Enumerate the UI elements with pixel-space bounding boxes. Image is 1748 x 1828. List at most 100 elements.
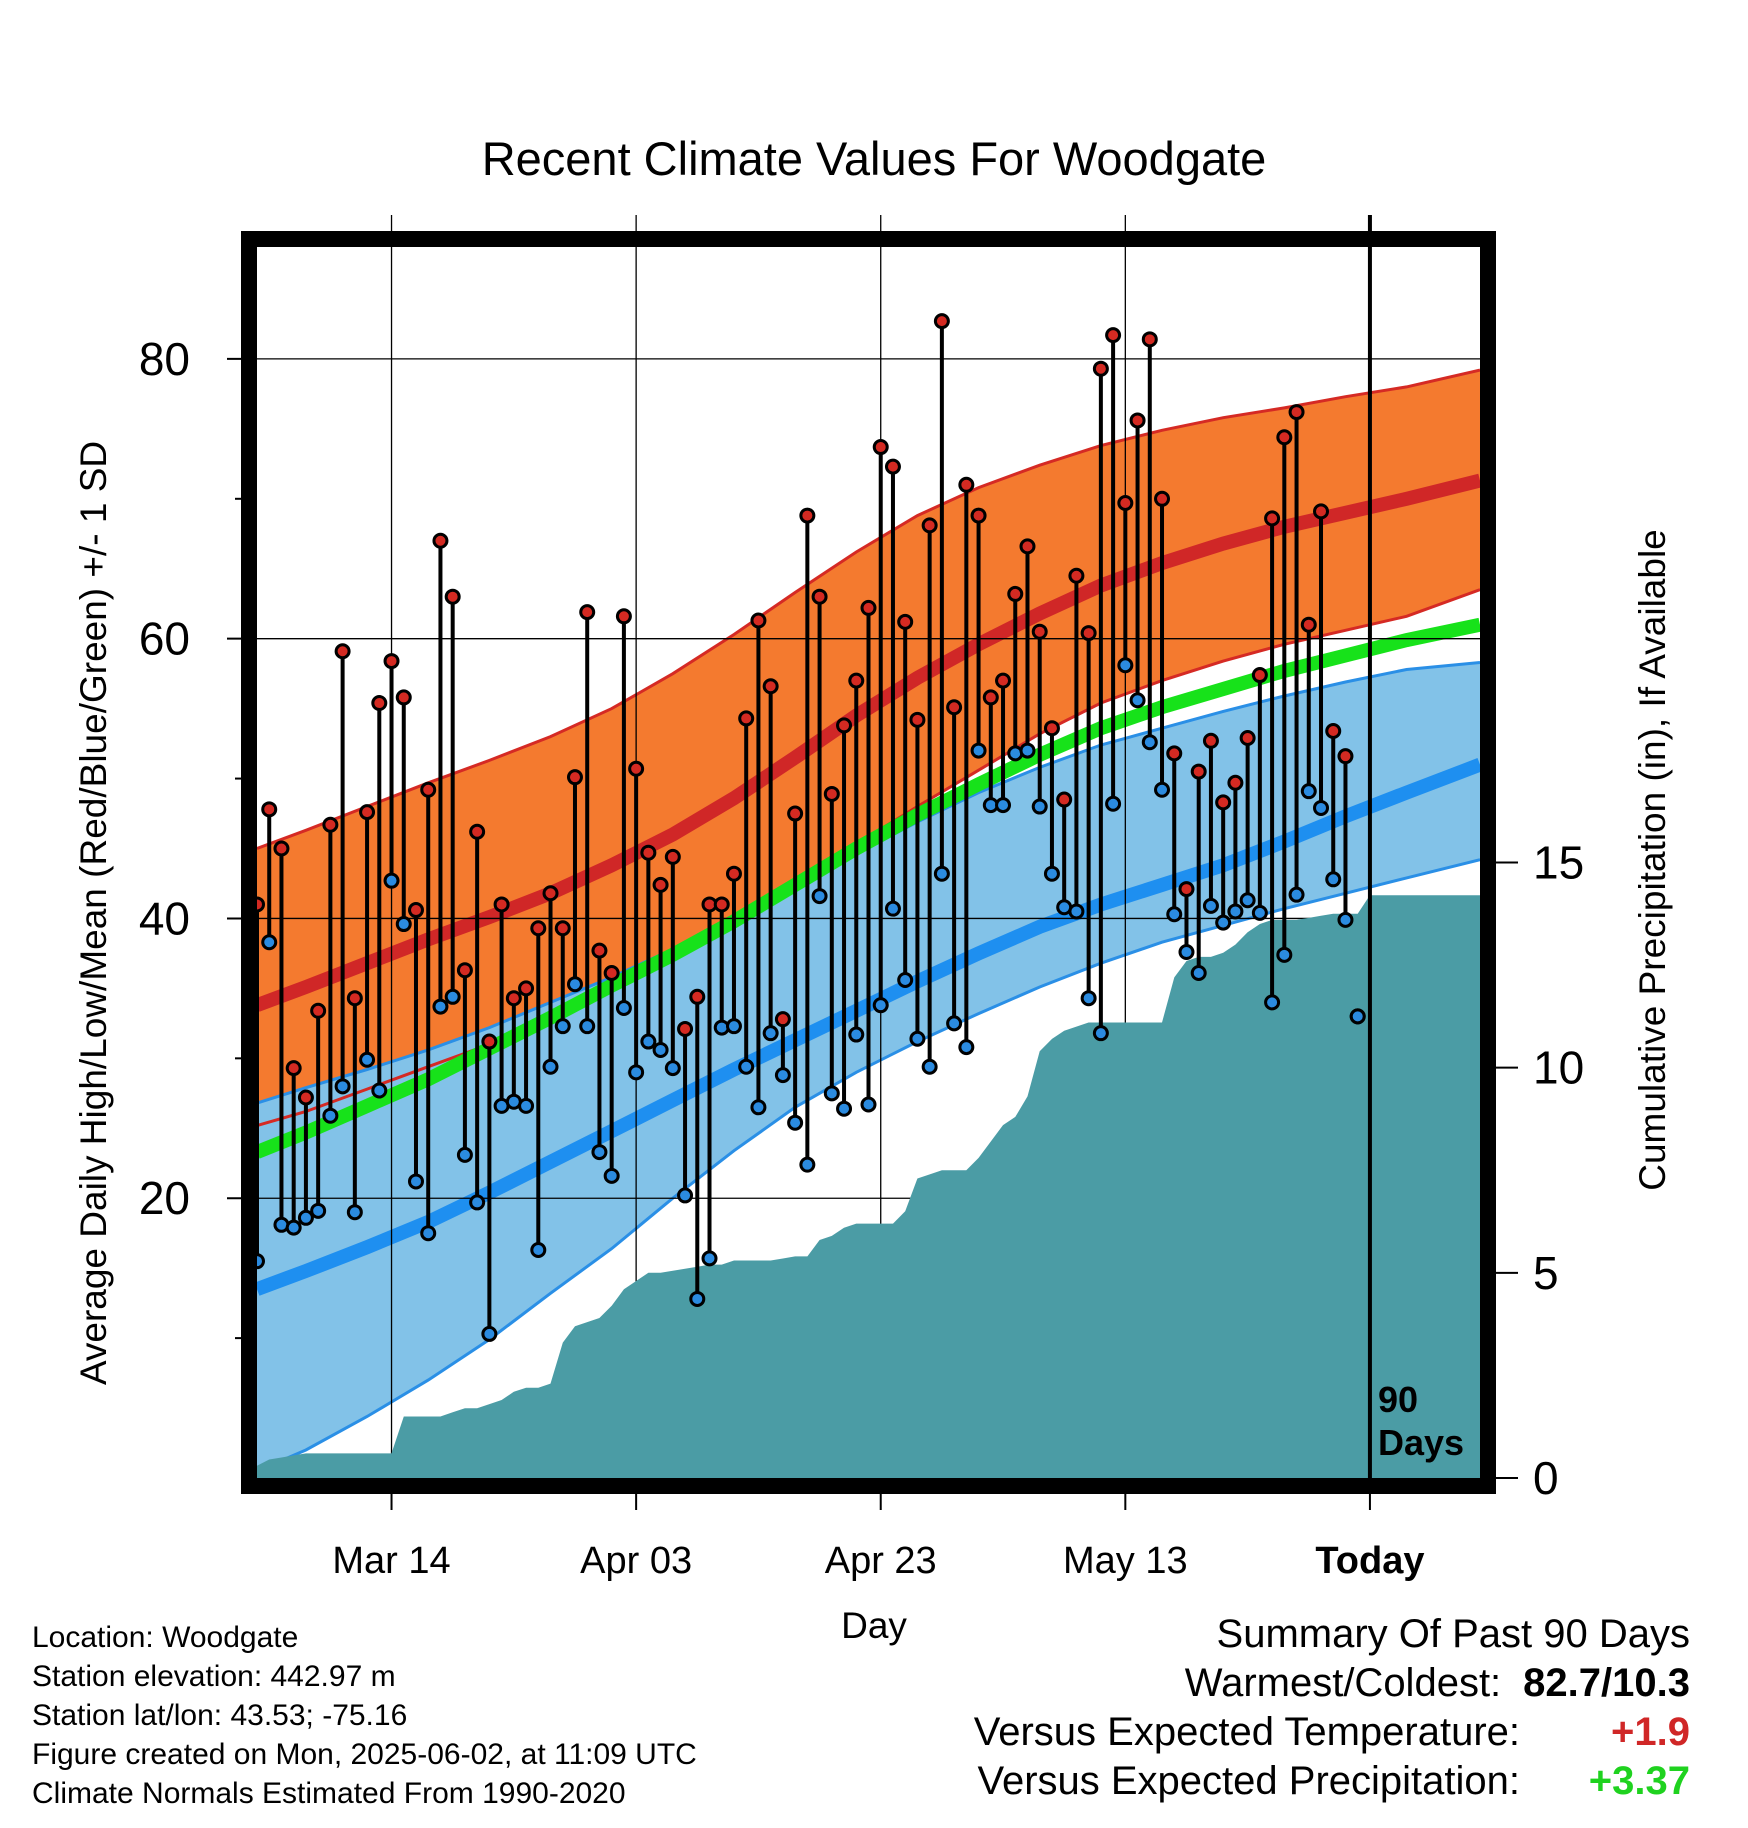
daily-low-point	[615, 999, 632, 1016]
daily-high-point	[628, 760, 645, 777]
daily-high-point	[297, 1089, 314, 1106]
axes: 20 40 60 80 0 5 10 15 Mar 14 Apr 03 Apr 23 May 13 To…	[139, 333, 1584, 1582]
daily-high-point	[884, 458, 901, 475]
daily-low-point	[1043, 865, 1060, 882]
daily-high-point	[603, 965, 620, 982]
daily-high-point	[420, 781, 437, 798]
daily-high-point	[725, 865, 742, 882]
daily-high-point	[982, 689, 999, 706]
latlon-text: Station lat/lon: 43.53; -75.16	[32, 1699, 408, 1732]
daily-high-point	[444, 588, 461, 605]
daily-low-point	[518, 1097, 535, 1114]
daily-low-point	[1227, 903, 1244, 920]
y-right-tick-label: 10	[1533, 1042, 1584, 1094]
daily-low-point	[946, 1015, 963, 1032]
daily-high-point	[1056, 791, 1073, 808]
daily-low-point	[725, 1018, 742, 1035]
daily-low-point	[799, 1156, 816, 1173]
daily-high-point	[1337, 748, 1354, 765]
daily-high-point	[970, 507, 987, 524]
y-right-tick-label: 5	[1533, 1247, 1559, 1299]
daily-high-point	[359, 804, 376, 821]
daily-low-point	[823, 1085, 840, 1102]
daily-high-point	[774, 1011, 791, 1028]
daily-low-point	[395, 916, 412, 933]
daily-low-point	[1141, 734, 1158, 751]
daily-low-point	[1080, 990, 1097, 1007]
daily-low-point	[640, 1033, 657, 1050]
daily-high-point	[677, 1020, 694, 1037]
daily-high-point	[750, 612, 767, 629]
daily-low-point	[1288, 886, 1305, 903]
daily-low-point	[469, 1194, 486, 1211]
daily-low-point	[310, 1202, 327, 1219]
daily-low-point	[664, 1060, 681, 1077]
daily-high-point	[1129, 412, 1146, 429]
daily-high-point	[591, 942, 608, 959]
daily-low-point	[1117, 657, 1134, 674]
daily-low-point	[346, 1204, 363, 1221]
daily-high-point	[946, 699, 963, 716]
daily-high-point	[1141, 331, 1158, 348]
daily-high-point	[811, 588, 828, 605]
daily-low-point	[1129, 692, 1146, 709]
daily-high-point	[897, 613, 914, 630]
daily-high-point	[346, 990, 363, 1007]
daily-low-point	[1019, 742, 1036, 759]
daily-high-point	[1288, 404, 1305, 421]
observed-temperatures	[249, 313, 1366, 1342]
today-label-line2: Days	[1378, 1422, 1464, 1463]
daily-low-point	[554, 1018, 571, 1035]
daily-high-point	[958, 476, 975, 493]
precip-departure-label: Versus Expected Precipitation:	[977, 1759, 1520, 1803]
daily-high-point	[909, 711, 926, 728]
daily-high-point	[872, 439, 889, 456]
daily-high-point	[799, 507, 816, 524]
daily-high-point	[395, 689, 412, 706]
daily-high-point	[1117, 494, 1134, 511]
warm-cold-value: 82.7/10.3	[1523, 1661, 1690, 1705]
daily-high-point	[1105, 327, 1122, 344]
y-left-tick-label: 20	[139, 1172, 190, 1224]
daily-high-point	[1300, 616, 1317, 633]
daily-low-point	[420, 1225, 437, 1242]
summary-precip: Versus Expected Precipitation: +3.37	[974, 1757, 1690, 1806]
daily-low-point	[1154, 781, 1171, 798]
daily-high-point	[652, 876, 669, 893]
daily-high-point	[518, 980, 535, 997]
daily-high-point	[640, 844, 657, 861]
y-axis-right-label: Cumulative Precipitation (in), If Availa…	[1632, 529, 1673, 1191]
x-tick-label: Mar 14	[332, 1540, 450, 1582]
daily-low-point	[909, 1030, 926, 1047]
y-left-tick-label: 60	[139, 613, 190, 665]
summary-temp: Versus Expected Temperature: +1.9	[974, 1708, 1690, 1757]
daily-high-point	[566, 769, 583, 786]
daily-low-point	[774, 1067, 791, 1084]
daily-high-point	[371, 695, 388, 712]
warm-cold-label: Warmest/Coldest:	[1184, 1661, 1502, 1705]
summary-warm-cold: Warmest/Coldest: 82.7/10.3	[974, 1659, 1690, 1708]
daily-high-point	[432, 532, 449, 549]
summary-heading: Summary Of Past 90 Days	[1216, 1612, 1690, 1656]
precipitation-fill	[257, 895, 1480, 1478]
daily-low-point	[1190, 965, 1207, 982]
daily-low-point	[921, 1058, 938, 1075]
daily-high-point	[823, 785, 840, 802]
daily-low-point	[1202, 897, 1219, 914]
location-text: Location: Woodgate	[32, 1621, 299, 1654]
daily-high-point	[1325, 723, 1342, 740]
daily-high-point	[1031, 623, 1048, 640]
daily-low-point	[456, 1146, 473, 1163]
daily-low-point	[787, 1114, 804, 1131]
daily-low-point	[359, 1051, 376, 1068]
created-text: Figure created on Mon, 2025-06-02, at 11…	[32, 1738, 697, 1771]
daily-low-point	[750, 1099, 767, 1116]
elevation-text: Station elevation: 442.97 m	[32, 1660, 396, 1693]
daily-high-point	[664, 848, 681, 865]
y-right-tick-label: 0	[1533, 1452, 1559, 1504]
daily-high-point	[530, 920, 547, 937]
daily-high-point	[995, 672, 1012, 689]
daily-low-point	[603, 1167, 620, 1184]
daily-low-point	[1337, 911, 1354, 928]
